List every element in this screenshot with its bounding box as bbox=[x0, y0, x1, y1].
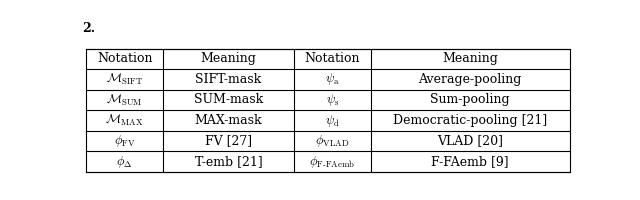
Text: Sum-pooling: Sum-pooling bbox=[430, 93, 510, 106]
Text: 2.: 2. bbox=[83, 22, 95, 35]
Text: Meaning: Meaning bbox=[200, 52, 257, 65]
Text: $\psi_{\mathrm{a}}$: $\psi_{\mathrm{a}}$ bbox=[325, 71, 340, 87]
Text: Notation: Notation bbox=[305, 52, 360, 65]
Text: VLAD [20]: VLAD [20] bbox=[437, 135, 503, 148]
Text: $\psi_{\mathrm{s}}$: $\psi_{\mathrm{s}}$ bbox=[326, 92, 339, 108]
Text: $\phi_{\Delta}$: $\phi_{\Delta}$ bbox=[116, 154, 132, 170]
Text: $\mathcal{M}_{\mathrm{SIFT}}$: $\mathcal{M}_{\mathrm{SIFT}}$ bbox=[106, 72, 143, 87]
Text: FV [27]: FV [27] bbox=[205, 135, 252, 148]
Text: Notation: Notation bbox=[97, 52, 152, 65]
Text: $\mathcal{M}_{\mathrm{MAX}}$: $\mathcal{M}_{\mathrm{MAX}}$ bbox=[106, 113, 144, 128]
Text: SUM-mask: SUM-mask bbox=[194, 93, 263, 106]
Text: $\phi_{\mathrm{FV}}$: $\phi_{\mathrm{FV}}$ bbox=[114, 133, 136, 149]
Text: MAX-mask: MAX-mask bbox=[195, 114, 262, 127]
Text: F-FAemb [9]: F-FAemb [9] bbox=[431, 155, 509, 168]
Text: $\phi_{\mathrm{VLAD}}$: $\phi_{\mathrm{VLAD}}$ bbox=[316, 133, 349, 149]
Text: $\psi_{\mathrm{d}}$: $\psi_{\mathrm{d}}$ bbox=[325, 113, 340, 129]
Text: SIFT-mask: SIFT-mask bbox=[195, 73, 262, 86]
Text: $\phi_{\mathrm{F\text{-}FAemb}}$: $\phi_{\mathrm{F\text{-}FAemb}}$ bbox=[309, 154, 355, 170]
Text: Meaning: Meaning bbox=[442, 52, 498, 65]
Text: Democratic-pooling [21]: Democratic-pooling [21] bbox=[393, 114, 547, 127]
Text: $\mathcal{M}_{\mathrm{SUM}}$: $\mathcal{M}_{\mathrm{SUM}}$ bbox=[106, 92, 143, 108]
Text: T-emb [21]: T-emb [21] bbox=[195, 155, 262, 168]
Text: Average-pooling: Average-pooling bbox=[419, 73, 522, 86]
